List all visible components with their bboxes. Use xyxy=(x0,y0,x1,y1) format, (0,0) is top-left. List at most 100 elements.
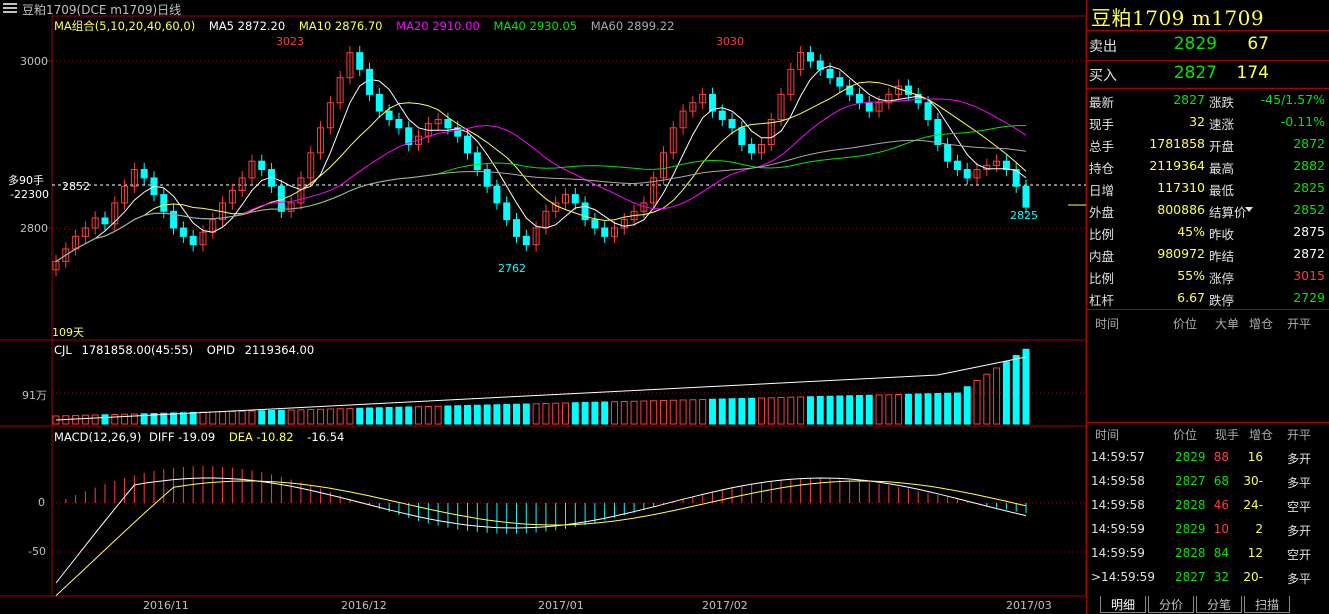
tick-row[interactable]: 14:59:58 2828 46 -24 空平 xyxy=(1091,498,1312,514)
candle-body xyxy=(846,85,854,95)
candle-body xyxy=(336,77,344,104)
tab-price-dist[interactable]: 分价 xyxy=(1148,596,1194,613)
tick-header-oi: 增仓 xyxy=(1249,428,1274,442)
macd-label-0: 0 xyxy=(38,496,45,509)
date-label-2017-03: 2017/03 xyxy=(1006,599,1052,612)
candle-body xyxy=(591,219,599,229)
sell-row[interactable]: 卖出 2829 67 xyxy=(1087,34,1329,58)
volume-bar xyxy=(473,404,481,425)
vol-value: 1781858.00(45:55) xyxy=(81,343,194,357)
quote-value: 1781858 xyxy=(1149,136,1205,151)
volume-bar xyxy=(934,393,942,425)
quote-value: 45% xyxy=(1177,224,1205,239)
quote-label: 现手 xyxy=(1089,117,1115,132)
tick-row[interactable]: 14:59:59 2828 84 12 空开 xyxy=(1091,546,1312,562)
volume-bar xyxy=(679,399,687,425)
open-interest-line xyxy=(55,356,1027,421)
volume-bar xyxy=(111,414,119,425)
ma10-value: MA10 2876.70 xyxy=(298,19,383,33)
annotation-days: 109天 xyxy=(52,326,84,339)
candle-body xyxy=(464,135,472,154)
candle-body xyxy=(346,52,354,79)
quote-label: 昨收 xyxy=(1209,227,1235,242)
quote-row: 杠杆 6.67 跌停 2729 xyxy=(1087,287,1329,309)
buy-row[interactable]: 买入 2827 174 xyxy=(1087,63,1329,87)
volume-bar xyxy=(277,409,285,425)
quote-label: 比例 xyxy=(1089,227,1115,242)
candle-body xyxy=(757,144,765,154)
candle-body xyxy=(885,93,893,104)
volume-bar xyxy=(855,395,863,425)
candle-body xyxy=(307,152,315,179)
candle-body xyxy=(140,169,148,179)
candle-body xyxy=(689,102,697,112)
volume-bar xyxy=(424,406,432,425)
candle-body xyxy=(610,227,618,237)
volume-bar xyxy=(258,410,266,425)
tab-ticks[interactable]: 分笔 xyxy=(1196,596,1242,613)
buy-label: 买入 xyxy=(1089,68,1117,84)
candle-body xyxy=(238,177,246,191)
tick-price: 2829 xyxy=(1175,450,1206,464)
candle-body xyxy=(601,227,609,237)
volume-bar xyxy=(689,399,697,425)
tab-scan[interactable]: 扫描 xyxy=(1244,596,1290,613)
candle-body xyxy=(865,102,873,112)
quote-label: 开盘 xyxy=(1209,139,1235,154)
ma20-line xyxy=(55,98,1027,262)
candle-body xyxy=(160,194,168,212)
quote-value: 2872 xyxy=(1293,246,1325,261)
ma-legend: MA组合(5,10,20,40,60,0) MA5 2872.20 MA10 2… xyxy=(54,18,684,34)
volume-bar xyxy=(718,398,726,425)
candle-body xyxy=(1022,185,1030,208)
quote-value: 980972 xyxy=(1157,246,1205,261)
candle-body xyxy=(934,118,942,145)
candle-body xyxy=(669,127,677,154)
tab-detail[interactable]: 明细 xyxy=(1100,596,1146,613)
quote-row: 持仓 2119364 最高 2882 xyxy=(1087,155,1329,177)
menu-icon[interactable] xyxy=(2,3,18,13)
volume-bar xyxy=(81,414,89,425)
candle-body xyxy=(101,217,109,225)
quote-row: 外盘 800886 结算价 2852 xyxy=(1087,199,1329,221)
dea-line xyxy=(55,480,1027,596)
volume-bar xyxy=(91,414,99,425)
candle-body xyxy=(81,227,89,237)
volume-bar xyxy=(160,412,168,425)
chevron-down-icon[interactable] xyxy=(1245,207,1253,212)
candle-body xyxy=(963,169,971,179)
volume-bar xyxy=(983,373,991,425)
volume-bar xyxy=(326,408,334,425)
volume-bar xyxy=(454,405,462,425)
quote-label: 总手 xyxy=(1089,139,1115,154)
volume-bar xyxy=(483,404,491,425)
tick-row[interactable]: 14:59:57 2829 88 16 多开 xyxy=(1091,450,1312,466)
volume-bar xyxy=(846,395,854,425)
volume-bar xyxy=(875,394,883,425)
bo-header-type: 开平 xyxy=(1287,317,1312,331)
tick-row[interactable]: 14:59:59 2829 10 2 多开 xyxy=(1091,522,1312,538)
volume-bar xyxy=(581,402,589,425)
volume-bar xyxy=(385,407,393,425)
candle-body xyxy=(170,210,178,229)
quote-label: 最低 xyxy=(1209,183,1235,198)
tick-price: 2828 xyxy=(1175,546,1206,560)
volume-bar xyxy=(297,409,305,425)
tick-header-price: 价位 xyxy=(1173,428,1198,442)
volume-bar xyxy=(748,397,756,425)
volume-bar xyxy=(1012,355,1020,425)
kline-chart[interactable] xyxy=(0,0,1088,614)
ma5-line xyxy=(55,65,1027,262)
tick-row[interactable]: 14:59:58 2827 68 -30 多平 xyxy=(1091,474,1312,490)
volume-bar xyxy=(219,411,227,425)
buy-volume: 174 xyxy=(1236,63,1269,83)
volume-bar xyxy=(493,404,501,425)
volume-label-91w: 91万 xyxy=(22,389,47,402)
tick-row[interactable]: >14:59:59 2827 32 -20 多平 xyxy=(1091,570,1312,586)
candle-body xyxy=(434,118,442,125)
opid-label: OPID xyxy=(206,343,236,357)
quote-value: 2729 xyxy=(1293,290,1325,305)
quote-value: 3015 xyxy=(1293,268,1325,283)
volume-bar xyxy=(777,397,785,425)
price-label-2800: 2800 xyxy=(20,222,48,235)
